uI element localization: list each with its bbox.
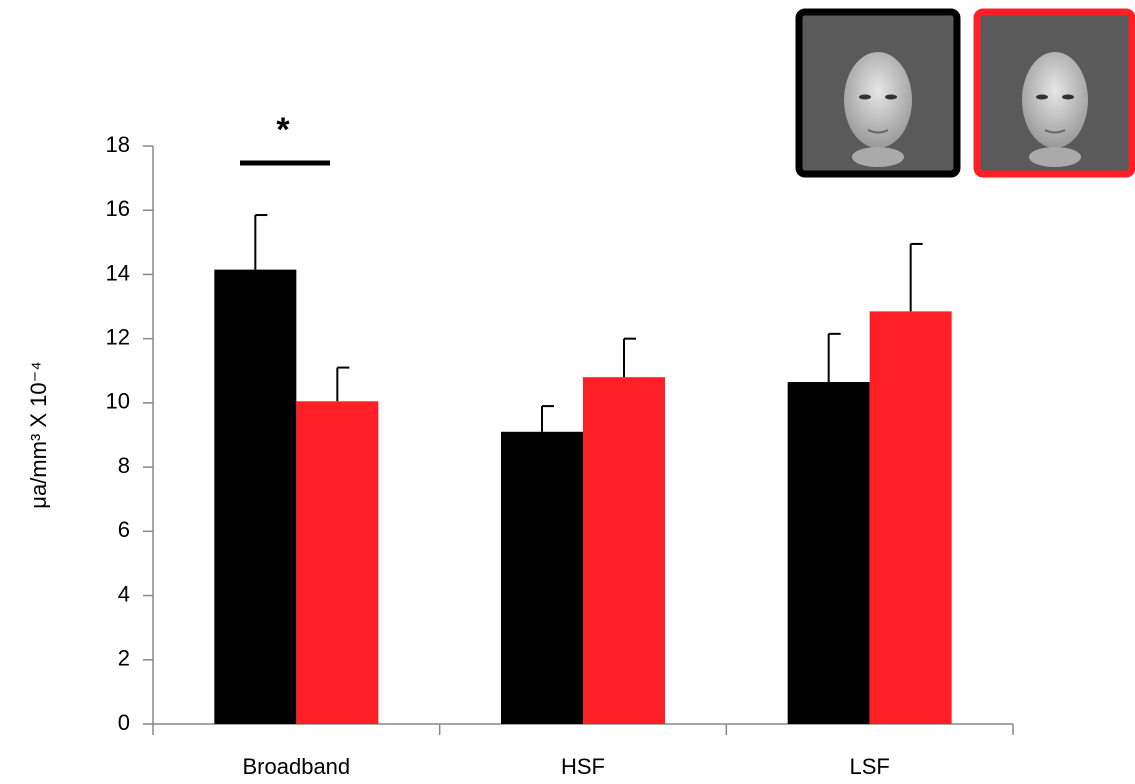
x-tick-label: HSF [561,754,605,779]
y-tick-label: 18 [106,132,130,157]
y-tick-label: 6 [118,517,130,542]
bar [214,269,297,724]
significance-marker: * [276,111,290,149]
y-tick-label: 4 [118,581,130,606]
y-tick-label: 0 [118,710,130,735]
legend-red-face [973,8,1135,178]
y-tick-label: 8 [118,453,130,478]
y-tick-label: 12 [106,324,130,349]
x-tick-label: LSF [849,754,889,779]
bar [296,401,379,724]
y-tick-label: 14 [106,260,130,285]
y-axis-label: μa/mm³ X 10⁻⁴ [26,361,51,508]
x-tick-label: Broadband [243,754,351,779]
bar [787,382,870,724]
bar [501,431,583,724]
y-tick-label: 10 [106,389,130,414]
bar [583,377,665,724]
legend-black-face [795,8,961,178]
y-tick-label: 2 [118,646,130,671]
y-tick-label: 16 [106,196,130,221]
bar [869,311,952,724]
